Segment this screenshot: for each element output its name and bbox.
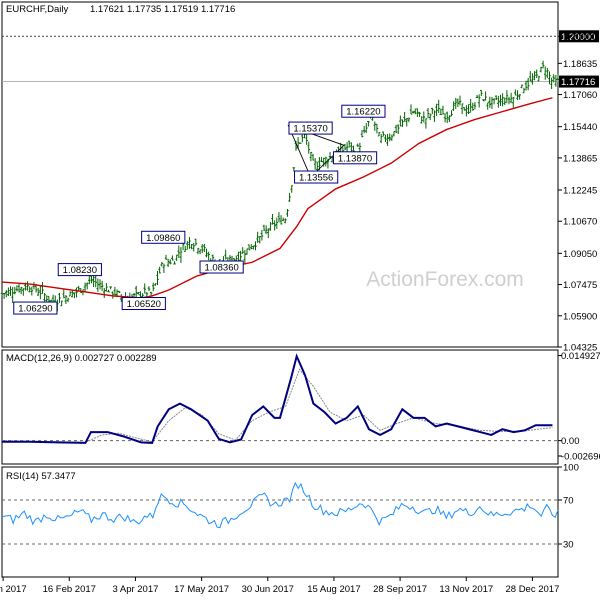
price-y-tick-label: 1.15440 bbox=[563, 122, 597, 133]
x-tick-label: 3 Jan 2017 bbox=[0, 584, 27, 595]
price-annotation-label: 1.16220 bbox=[346, 107, 380, 118]
rsi-line bbox=[1, 481, 559, 529]
macd-y-tick-label: 0.00 bbox=[561, 436, 580, 447]
x-tick-label: 30 Jun 2017 bbox=[242, 584, 294, 595]
macd-y-tick-label: 0.014927 bbox=[561, 351, 600, 362]
price-annotation-box bbox=[332, 151, 378, 165]
price-y-tick-label: 1.20000 bbox=[563, 32, 597, 43]
x-tick-label: 15 Aug 2017 bbox=[307, 584, 360, 595]
x-tick-label: 13 Nov 2017 bbox=[439, 584, 493, 595]
price-y-tick-label: 1.09050 bbox=[563, 249, 597, 260]
x-tick-label: 28 Dec 2017 bbox=[505, 584, 559, 595]
price-y-tick-label: 1.07475 bbox=[563, 280, 597, 291]
x-tick-label: 17 May 2017 bbox=[174, 584, 229, 595]
macd-panel-frame bbox=[1, 349, 559, 465]
level-tag-label: 1.20000 bbox=[561, 32, 595, 43]
header-symbol: EURCHF,Daily bbox=[6, 4, 69, 15]
price-annotation-box bbox=[57, 263, 102, 277]
price-annotation-label: 1.08360 bbox=[204, 263, 238, 274]
price-annotation-box bbox=[288, 121, 333, 135]
price-annotation-box bbox=[199, 260, 244, 274]
price-y-tick-label: 1.12245 bbox=[563, 186, 597, 197]
price-y-tick-label: 1.10670 bbox=[563, 217, 597, 228]
moving-average-line bbox=[1, 97, 553, 299]
price-annotation-label: 1.06520 bbox=[127, 299, 161, 310]
x-tick-label: 3 Apr 2017 bbox=[112, 584, 158, 595]
price-annotation-label: 1.06290 bbox=[18, 304, 52, 315]
price-y-tick-label: 1.04325 bbox=[563, 343, 597, 354]
triangle-pattern bbox=[287, 124, 345, 178]
price-annotation-box bbox=[121, 296, 166, 310]
rsi-y-tick-label: 30 bbox=[563, 540, 574, 551]
price-annotation-label: 1.08230 bbox=[63, 265, 97, 276]
macd-title: MACD(12,26,9) 0.002727 0.002289 bbox=[6, 353, 157, 364]
price-annotation-label: 1.15370 bbox=[293, 124, 327, 135]
price-annotation-box bbox=[294, 170, 339, 184]
price-y-tick-label: 1.13865 bbox=[563, 153, 597, 164]
price-annotation-box bbox=[13, 301, 58, 315]
price-annotation-label: 1.13870 bbox=[338, 153, 372, 164]
level-tag bbox=[559, 30, 599, 43]
price-annotation-box bbox=[141, 230, 186, 244]
x-tick-label: 16 Feb 2017 bbox=[43, 584, 96, 595]
rsi-panel-frame bbox=[1, 466, 559, 578]
macd-y-tick-label: -0.002696 bbox=[561, 451, 600, 462]
price-y-tick-label: 1.17060 bbox=[563, 90, 597, 101]
price-annotation-label: 1.09860 bbox=[146, 233, 180, 244]
macd-signal-line bbox=[1, 368, 553, 443]
price-y-tick-label: 1.05900 bbox=[563, 311, 597, 322]
price-panel-frame bbox=[1, 1, 559, 348]
price-y-tick-label: 1.18635 bbox=[563, 59, 597, 70]
header-ohlc: 1.17621 1.17735 1.17519 1.17716 bbox=[90, 4, 235, 15]
price-annotation-label: 1.13556 bbox=[299, 173, 333, 184]
rsi-y-tick-label: 70 bbox=[563, 496, 574, 507]
price-annotation-box bbox=[341, 104, 386, 118]
rsi-y-tick-label: 100 bbox=[563, 463, 579, 474]
watermark: ActionForex.com bbox=[366, 268, 524, 291]
current-price-label: 1.17716 bbox=[561, 77, 595, 88]
rsi-title: RSI(14) 57.3477 bbox=[6, 471, 76, 482]
macd-line bbox=[2, 353, 553, 444]
current-price-tag bbox=[559, 75, 599, 88]
x-tick-label: 28 Sep 2017 bbox=[373, 584, 427, 595]
